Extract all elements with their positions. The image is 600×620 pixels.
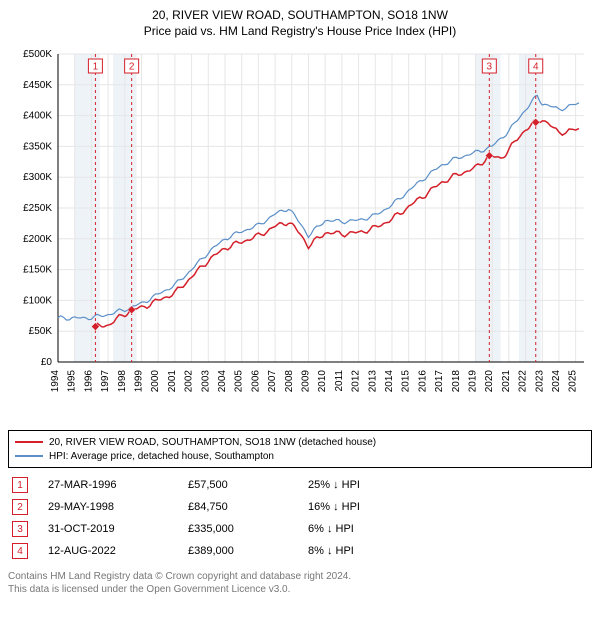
sales-row-price: £389,000 (188, 545, 308, 557)
sales-row-number: 4 (12, 543, 28, 559)
sales-row-number: 2 (12, 499, 28, 515)
sale-marker-number: 2 (129, 62, 135, 73)
legend-label: 20, RIVER VIEW ROAD, SOUTHAMPTON, SO18 1… (49, 437, 376, 448)
y-tick-label: £50K (29, 326, 53, 337)
sales-row-number: 1 (12, 477, 28, 493)
series-property-line (95, 120, 579, 327)
x-tick-label: 1995 (67, 370, 78, 393)
x-tick-label: 2009 (300, 370, 311, 393)
y-tick-label: £250K (23, 203, 52, 214)
y-tick-label: £200K (23, 234, 52, 245)
sales-row-delta: 16% ↓ HPI (308, 501, 418, 513)
x-tick-label: 2023 (534, 370, 545, 393)
x-tick-label: 2011 (334, 370, 345, 392)
y-tick-label: £450K (23, 80, 52, 91)
x-tick-label: 2003 (200, 370, 211, 393)
y-tick-label: £350K (23, 141, 52, 152)
x-tick-label: 2025 (568, 370, 579, 393)
x-tick-label: 2024 (551, 370, 562, 393)
y-tick-label: £0 (41, 357, 53, 368)
legend-swatch (15, 441, 43, 443)
sales-row: 2 29-MAY-1998£84,75016% ↓ HPI (8, 496, 592, 518)
x-tick-label: 2014 (384, 370, 395, 393)
legend-label: HPI: Average price, detached house, Sout… (49, 451, 274, 462)
title-line-2: Price paid vs. HM Land Registry's House … (8, 24, 592, 38)
sales-row-delta: 25% ↓ HPI (308, 479, 418, 491)
y-tick-label: £400K (23, 111, 52, 122)
chart-svg: £0 £50K £100K £150K £200K £250K £300K £350K £400… (8, 44, 592, 424)
sales-row-date: 27-MAR-1996 (48, 479, 188, 491)
x-tick-label: 2015 (401, 370, 412, 393)
chart-container: 20, RIVER VIEW ROAD, SOUTHAMPTON, SO18 1… (8, 8, 592, 596)
sales-row-price: £84,750 (188, 501, 308, 513)
title-line-1: 20, RIVER VIEW ROAD, SOUTHAMPTON, SO18 1… (8, 8, 592, 22)
x-tick-label: 1999 (133, 370, 144, 393)
footer-line-2: This data is licensed under the Open Gov… (8, 583, 592, 596)
x-tick-label: 2013 (367, 370, 378, 393)
footer-line-1: Contains HM Land Registry data © Crown c… (8, 570, 592, 583)
chart-plot: £0 £50K £100K £150K £200K £250K £300K £350K £400… (8, 44, 592, 424)
x-tick-label: 2004 (217, 370, 228, 393)
x-tick-label: 2020 (484, 370, 495, 393)
sales-row-delta: 6% ↓ HPI (308, 523, 418, 535)
sales-row: 3 31-OCT-2019£335,0006% ↓ HPI (8, 518, 592, 540)
x-tick-label: 2002 (184, 370, 195, 393)
sales-table: 1 27-MAR-1996£57,50025% ↓ HPI 2 29-MAY-1998… (8, 474, 592, 562)
sales-row-number: 3 (12, 521, 28, 537)
x-tick-label: 2000 (150, 370, 161, 393)
legend: 20, RIVER VIEW ROAD, SOUTHAMPTON, SO18 1… (8, 430, 592, 468)
footer-attribution: Contains HM Land Registry data © Crown c… (8, 570, 592, 596)
x-tick-label: 2007 (267, 370, 278, 393)
sales-row-price: £57,500 (188, 479, 308, 491)
x-tick-label: 2018 (451, 370, 462, 393)
sale-marker-number: 3 (487, 62, 493, 73)
x-tick-label: 2021 (501, 370, 512, 393)
y-tick-label: £100K (23, 295, 52, 306)
x-tick-label: 2010 (317, 370, 328, 393)
legend-row: 20, RIVER VIEW ROAD, SOUTHAMPTON, SO18 1… (15, 435, 585, 449)
sale-marker-number: 1 (93, 62, 99, 73)
x-tick-label: 2008 (284, 370, 295, 393)
x-tick-label: 2005 (234, 370, 245, 393)
legend-row: HPI: Average price, detached house, Sout… (15, 449, 585, 463)
sales-row: 4 12-AUG-2022£389,0008% ↓ HPI (8, 540, 592, 562)
y-tick-label: £300K (23, 172, 52, 183)
sales-row-date: 29-MAY-1998 (48, 501, 188, 513)
legend-swatch (15, 455, 43, 457)
sales-row-date: 31-OCT-2019 (48, 523, 188, 535)
sale-marker-number: 4 (533, 62, 539, 73)
x-tick-label: 2016 (417, 370, 428, 393)
sales-row-price: £335,000 (188, 523, 308, 535)
x-tick-label: 1998 (117, 370, 128, 393)
x-tick-label: 2019 (467, 370, 478, 393)
sales-row-delta: 8% ↓ HPI (308, 545, 418, 557)
title-block: 20, RIVER VIEW ROAD, SOUTHAMPTON, SO18 1… (8, 8, 592, 38)
x-tick-label: 2022 (518, 370, 529, 393)
x-tick-label: 1994 (50, 370, 61, 393)
sales-row-date: 12-AUG-2022 (48, 545, 188, 557)
x-tick-label: 2006 (250, 370, 261, 393)
sales-row: 1 27-MAR-1996£57,50025% ↓ HPI (8, 474, 592, 496)
x-tick-label: 2001 (167, 370, 178, 393)
x-tick-label: 1997 (100, 370, 111, 393)
y-tick-label: £150K (23, 265, 52, 276)
x-tick-label: 2017 (434, 370, 445, 393)
x-tick-label: 1996 (83, 370, 94, 393)
x-tick-label: 2012 (351, 370, 362, 393)
y-tick-label: £500K (23, 49, 52, 60)
